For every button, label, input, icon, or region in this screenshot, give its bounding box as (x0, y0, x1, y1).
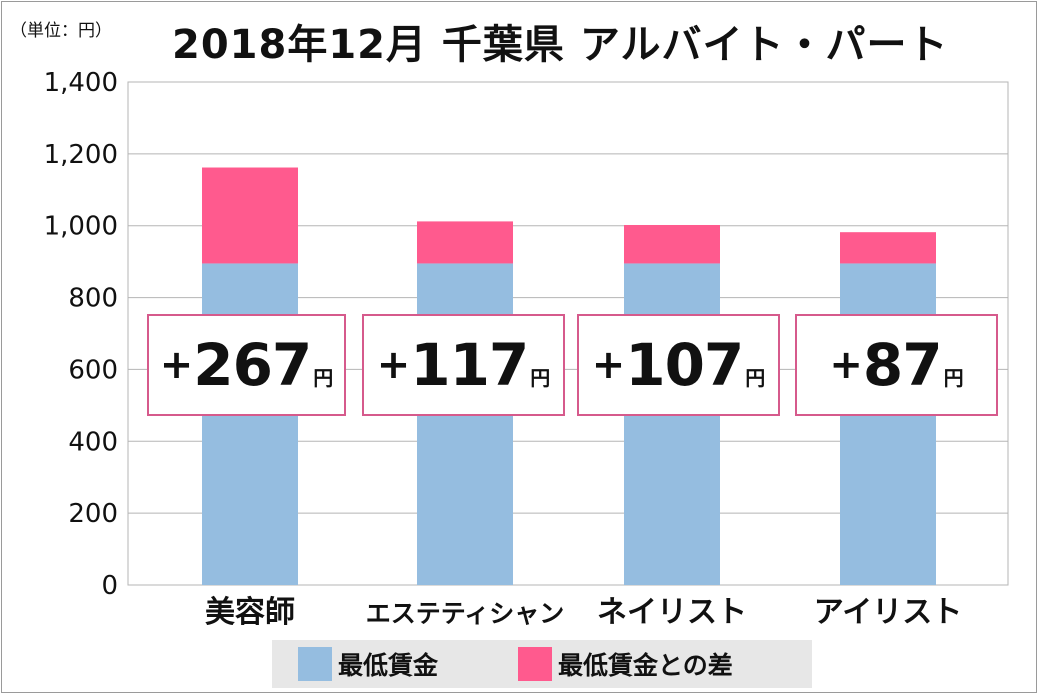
legend-label-minimum-wage: 最低賃金 (338, 651, 439, 680)
x-tick-label: 美容師 (205, 595, 295, 630)
y-tick-label: 0 (101, 571, 118, 601)
callout-sign: + (591, 342, 626, 388)
bar-minimum-wage (417, 263, 513, 585)
callout-sign: + (376, 342, 411, 388)
difference-callout: +107 円 (577, 314, 780, 416)
callout-unit: 円 (530, 365, 551, 390)
x-tick-label: アイリスト (814, 595, 963, 630)
legend-item-difference: 最低賃金との差 (518, 647, 733, 681)
x-tick-label: ネイリスト (597, 595, 747, 630)
bar-difference (417, 221, 513, 264)
y-tick-label: 1,400 (44, 68, 118, 98)
legend-item-minimum-wage: 最低賃金 (298, 647, 438, 681)
y-tick-label: 800 (68, 284, 118, 314)
bar-minimum-wage (840, 263, 936, 585)
legend-swatch-minimum-wage (298, 647, 332, 681)
difference-callout: +87 円 (795, 314, 998, 416)
bar-difference (624, 224, 720, 264)
legend: 最低賃金 最低賃金との差 (272, 640, 812, 688)
callout-unit: 円 (943, 365, 964, 390)
bar-difference (202, 167, 298, 264)
chart-title: 2018年12月 千葉県 アルバイト・パート (172, 22, 949, 68)
y-tick-label: 400 (68, 427, 118, 457)
callout-sign: + (159, 342, 194, 388)
y-tick-label: 200 (68, 499, 118, 529)
unit-label: （単位：円） (10, 21, 112, 41)
callout-unit: 円 (745, 365, 766, 390)
callout-value: 117 (410, 331, 529, 399)
x-tick-label: エステティシャン (366, 599, 565, 628)
bar-difference (840, 232, 936, 264)
callout-value: 107 (625, 331, 744, 399)
callout-value: 87 (862, 331, 943, 399)
callout-value: 267 (193, 331, 312, 399)
difference-callout: +267 円 (147, 314, 346, 416)
legend-label-difference: 最低賃金との差 (558, 651, 733, 680)
bar-minimum-wage (624, 263, 720, 585)
y-tick-label: 1,200 (44, 140, 118, 170)
callout-unit: 円 (313, 365, 334, 390)
difference-callout: +117 円 (362, 314, 565, 416)
bar-minimum-wage (202, 263, 298, 585)
y-tick-label: 600 (68, 355, 118, 385)
y-tick-label: 1,000 (44, 212, 118, 242)
legend-swatch-difference (518, 647, 552, 681)
callout-sign: + (829, 342, 863, 388)
